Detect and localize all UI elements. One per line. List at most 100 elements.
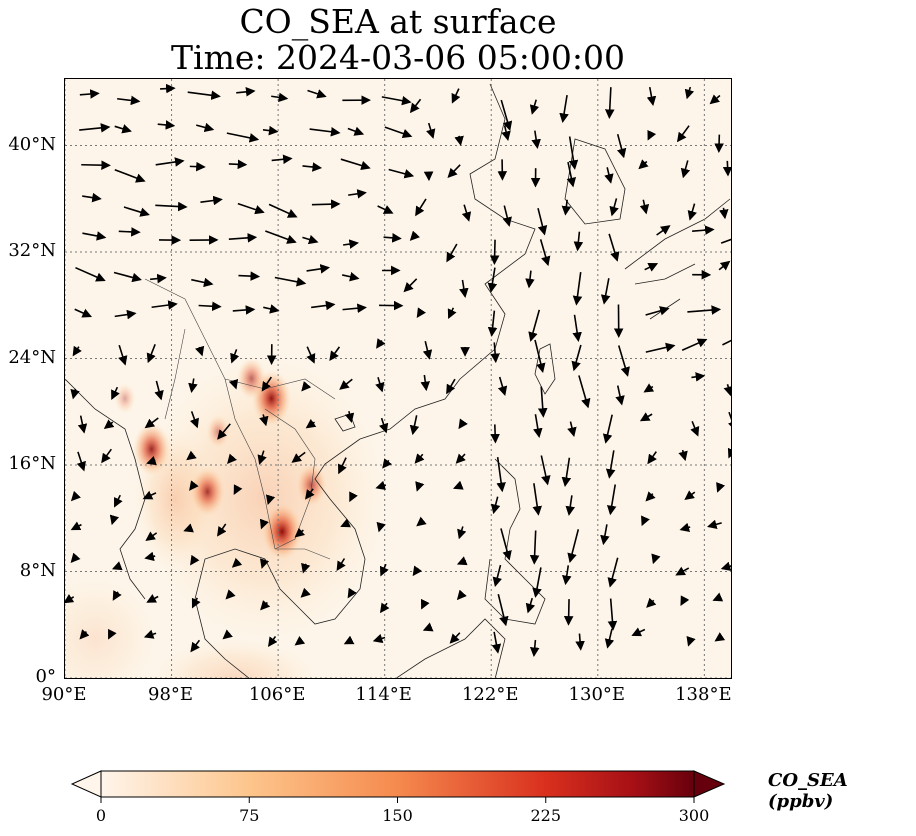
wind-arrow xyxy=(567,421,577,438)
wind-arrow xyxy=(191,597,201,609)
wind-arrow xyxy=(263,304,280,314)
wind-arrow xyxy=(409,230,420,241)
wind-arrow xyxy=(559,94,569,124)
wind-arrow xyxy=(647,451,657,465)
wind-arrow xyxy=(76,451,86,472)
wind-arrow xyxy=(230,349,240,364)
wind-arrow xyxy=(79,123,111,133)
wind-arrow xyxy=(722,339,731,346)
wind-arrow xyxy=(572,272,583,306)
wind-arrow xyxy=(70,388,80,400)
map-title: CO_SEA at surface xyxy=(239,2,557,41)
wind-arrow xyxy=(142,490,157,500)
wind-arrow xyxy=(70,521,82,531)
wind-arrow xyxy=(727,447,731,459)
wind-arrow xyxy=(447,307,457,320)
wind-arrow xyxy=(155,201,188,212)
wind-arrow xyxy=(568,136,579,170)
wind-arrow xyxy=(529,99,540,115)
lon-tick-label: 114°E xyxy=(355,684,412,705)
wind-arrow xyxy=(532,483,542,516)
wind-arrow xyxy=(191,277,214,288)
wind-arrow xyxy=(195,345,205,357)
wind-arrow xyxy=(420,598,430,610)
wind-arrow xyxy=(502,205,512,227)
wind-arrow xyxy=(719,207,729,220)
wind-arrow xyxy=(446,243,458,263)
wind-arrow xyxy=(720,561,731,571)
lon-tick-label: 90°E xyxy=(41,684,87,705)
wind-arrow xyxy=(722,160,731,177)
wind-arrow xyxy=(261,376,273,392)
wind-arrow xyxy=(81,160,111,170)
wind-arrow xyxy=(415,198,427,217)
wind-arrow xyxy=(379,602,390,614)
wind-arrow xyxy=(714,632,726,642)
wind-arrow xyxy=(151,300,178,310)
wind-arrow xyxy=(271,92,289,103)
wind-arrow xyxy=(307,89,327,99)
wind-arrow xyxy=(79,89,100,99)
wind-arrow xyxy=(70,490,81,502)
co-hotspots xyxy=(114,357,327,562)
wind-arrow xyxy=(267,635,278,648)
wind-arrow xyxy=(72,345,82,357)
lon-tick-label: 98°E xyxy=(148,684,194,705)
wind-arrow xyxy=(305,418,317,429)
wind-arrow xyxy=(189,161,206,172)
wind-arrow xyxy=(190,639,201,653)
wind-arrow xyxy=(496,457,506,493)
wind-arrow xyxy=(449,632,461,644)
wind-arrow xyxy=(720,238,731,244)
wind-arrow xyxy=(306,264,331,274)
wind-arrow xyxy=(228,378,239,390)
wind-arrow xyxy=(101,448,112,464)
wind-arrow xyxy=(501,125,511,141)
wind-arrow xyxy=(340,518,351,528)
wind-arrow xyxy=(65,594,75,604)
wind-arrow xyxy=(123,206,150,217)
wind-arrow xyxy=(454,135,464,146)
wind-arrow xyxy=(461,204,472,222)
wind-arrow xyxy=(144,417,159,429)
wind-arrow xyxy=(217,523,227,537)
wind-arrow xyxy=(676,125,690,143)
wind-arrow xyxy=(490,424,500,444)
wind-arrow xyxy=(305,488,315,500)
wind-arrow xyxy=(108,628,117,640)
wind-arrow xyxy=(265,494,276,505)
wind-vectors xyxy=(65,83,731,658)
wind-arrow xyxy=(379,417,389,434)
wind-arrow xyxy=(103,419,115,430)
wind-arrow xyxy=(639,199,650,215)
wind-arrow xyxy=(196,122,215,133)
colorbar-tick-label: 300 xyxy=(678,806,710,825)
wind-arrow xyxy=(656,225,671,236)
wind-arrow xyxy=(616,134,627,159)
wind-arrow xyxy=(692,225,715,235)
colorbar-label: CO_SEA (ppbv) xyxy=(768,770,848,812)
wind-arrow xyxy=(189,411,199,429)
wind-arrow xyxy=(225,589,236,600)
wind-arrow xyxy=(604,87,615,120)
lat-tick-label: 40°N xyxy=(8,133,56,155)
wind-arrow xyxy=(500,99,513,132)
wind-arrow xyxy=(259,414,269,427)
colorbar-tick-label: 150 xyxy=(382,806,413,825)
wind-arrow xyxy=(605,450,616,479)
wind-arrow xyxy=(309,126,341,137)
wind-arrow xyxy=(384,126,413,139)
wind-arrow xyxy=(302,234,319,245)
wind-arrow xyxy=(716,482,726,493)
wind-arrow xyxy=(217,423,231,440)
wind-arrow xyxy=(329,346,341,361)
wind-arrow xyxy=(111,561,123,571)
wind-arrow xyxy=(340,158,371,171)
wind-arrow xyxy=(600,278,611,305)
lon-tick-label: 130°E xyxy=(568,684,626,705)
wind-arrow xyxy=(691,372,706,382)
lat-tick-label: 24°N xyxy=(8,346,56,368)
wind-arrow xyxy=(349,491,358,503)
wind-arrow xyxy=(114,309,137,320)
wind-arrow xyxy=(422,341,433,360)
